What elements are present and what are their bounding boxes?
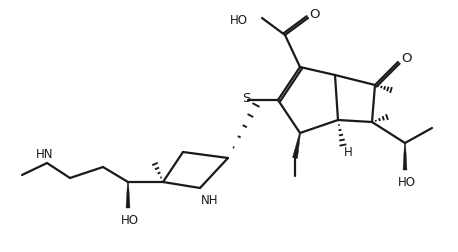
Text: O: O: [310, 9, 320, 21]
Text: HO: HO: [121, 213, 139, 227]
Text: HO: HO: [398, 175, 416, 188]
Polygon shape: [293, 133, 300, 159]
Text: NH: NH: [201, 194, 219, 206]
Text: H: H: [344, 145, 352, 159]
Polygon shape: [403, 143, 407, 170]
Text: HO: HO: [230, 14, 248, 26]
Text: S: S: [242, 92, 250, 106]
Polygon shape: [126, 182, 130, 208]
Text: O: O: [402, 52, 412, 66]
Text: HN: HN: [36, 147, 54, 161]
